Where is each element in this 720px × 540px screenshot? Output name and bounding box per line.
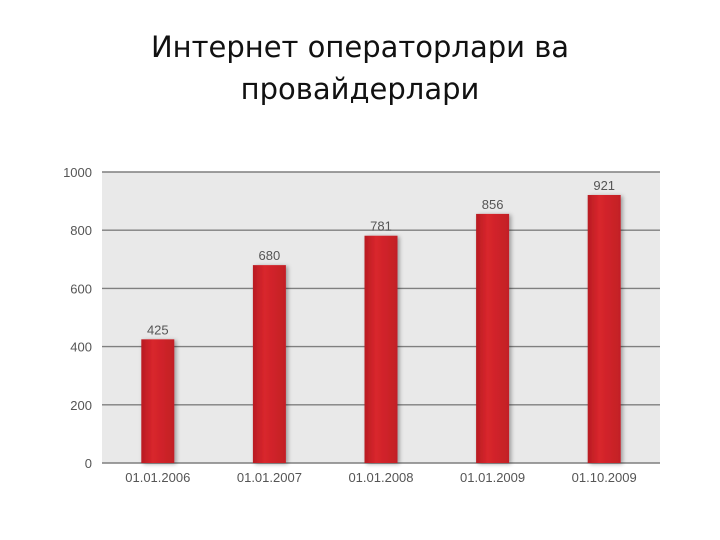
y-tick-label: 800 xyxy=(70,223,92,238)
bar-value-label: 425 xyxy=(147,322,169,337)
y-tick-label: 400 xyxy=(70,340,92,355)
bar-value-label: 781 xyxy=(370,219,392,234)
x-tick-label: 01.01.2007 xyxy=(237,470,302,485)
bar-01.01.2007 xyxy=(252,265,286,463)
labels: 0 200 400 600 800 1000 425 01.01.2006 680 01.01.2… xyxy=(63,165,637,485)
y-tick-label: 600 xyxy=(70,281,92,296)
bar-value-label: 856 xyxy=(482,197,504,212)
bar-value-label: 921 xyxy=(593,178,615,193)
y-tick-label: 1000 xyxy=(63,165,92,180)
bar-01.10.2009 xyxy=(587,194,621,463)
bar-value-label: 680 xyxy=(259,248,281,263)
slide-title-line-1: Интернет операторлари ва xyxy=(150,30,570,64)
slide-title: Интернет операторлари ва провайдерлари xyxy=(60,26,660,110)
bars xyxy=(141,194,621,463)
y-tick-label: 0 xyxy=(85,456,92,471)
y-tick-label: 200 xyxy=(70,398,92,413)
bar-01.01.2008 xyxy=(364,235,398,463)
slide-title-line-2: провайдерлари xyxy=(240,72,480,106)
bar-01.01.2009 xyxy=(476,213,510,463)
x-tick-label: 01.10.2009 xyxy=(572,470,637,485)
x-tick-label: 01.01.2008 xyxy=(348,470,413,485)
x-tick-label: 01.01.2006 xyxy=(125,470,190,485)
x-tick-label: 01.01.2009 xyxy=(460,470,525,485)
bar-01.01.2006 xyxy=(141,339,175,463)
